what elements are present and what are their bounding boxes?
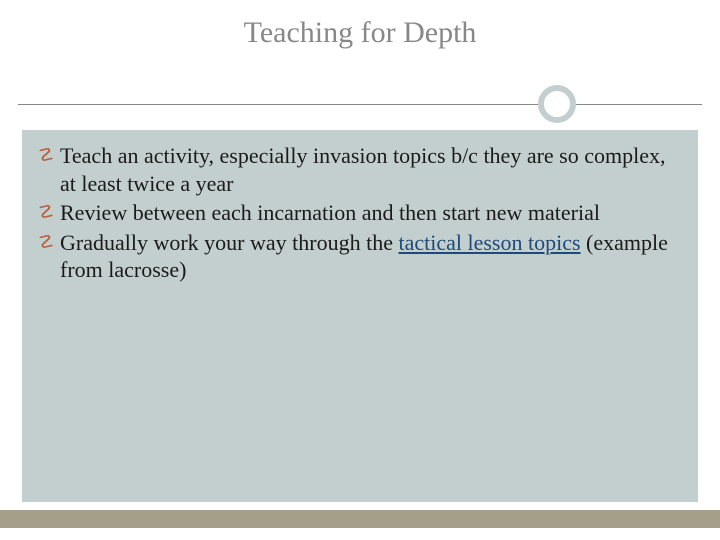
slide: Teaching for Depth Teach an activity, es…	[0, 0, 720, 540]
footer-bar	[0, 510, 720, 528]
bullet-text: Teach an activity, especially invasion t…	[60, 143, 666, 196]
bullet-text: Gradually work your way through the	[60, 230, 398, 255]
list-item: Teach an activity, especially invasion t…	[38, 142, 682, 197]
list-item: Gradually work your way through the tact…	[38, 229, 682, 284]
content-box: Teach an activity, especially invasion t…	[22, 130, 698, 502]
divider-line	[18, 104, 702, 105]
bullet-list: Teach an activity, especially invasion t…	[38, 142, 682, 284]
bullet-link[interactable]: tactical lesson topics	[398, 230, 580, 255]
list-item: Review between each incarnation and then…	[38, 199, 682, 227]
slide-title: Teaching for Depth	[0, 16, 720, 50]
divider	[0, 84, 720, 124]
title-region: Teaching for Depth	[0, 0, 720, 50]
bullet-text: Review between each incarnation and then…	[60, 200, 600, 225]
divider-ring-icon	[538, 85, 576, 123]
